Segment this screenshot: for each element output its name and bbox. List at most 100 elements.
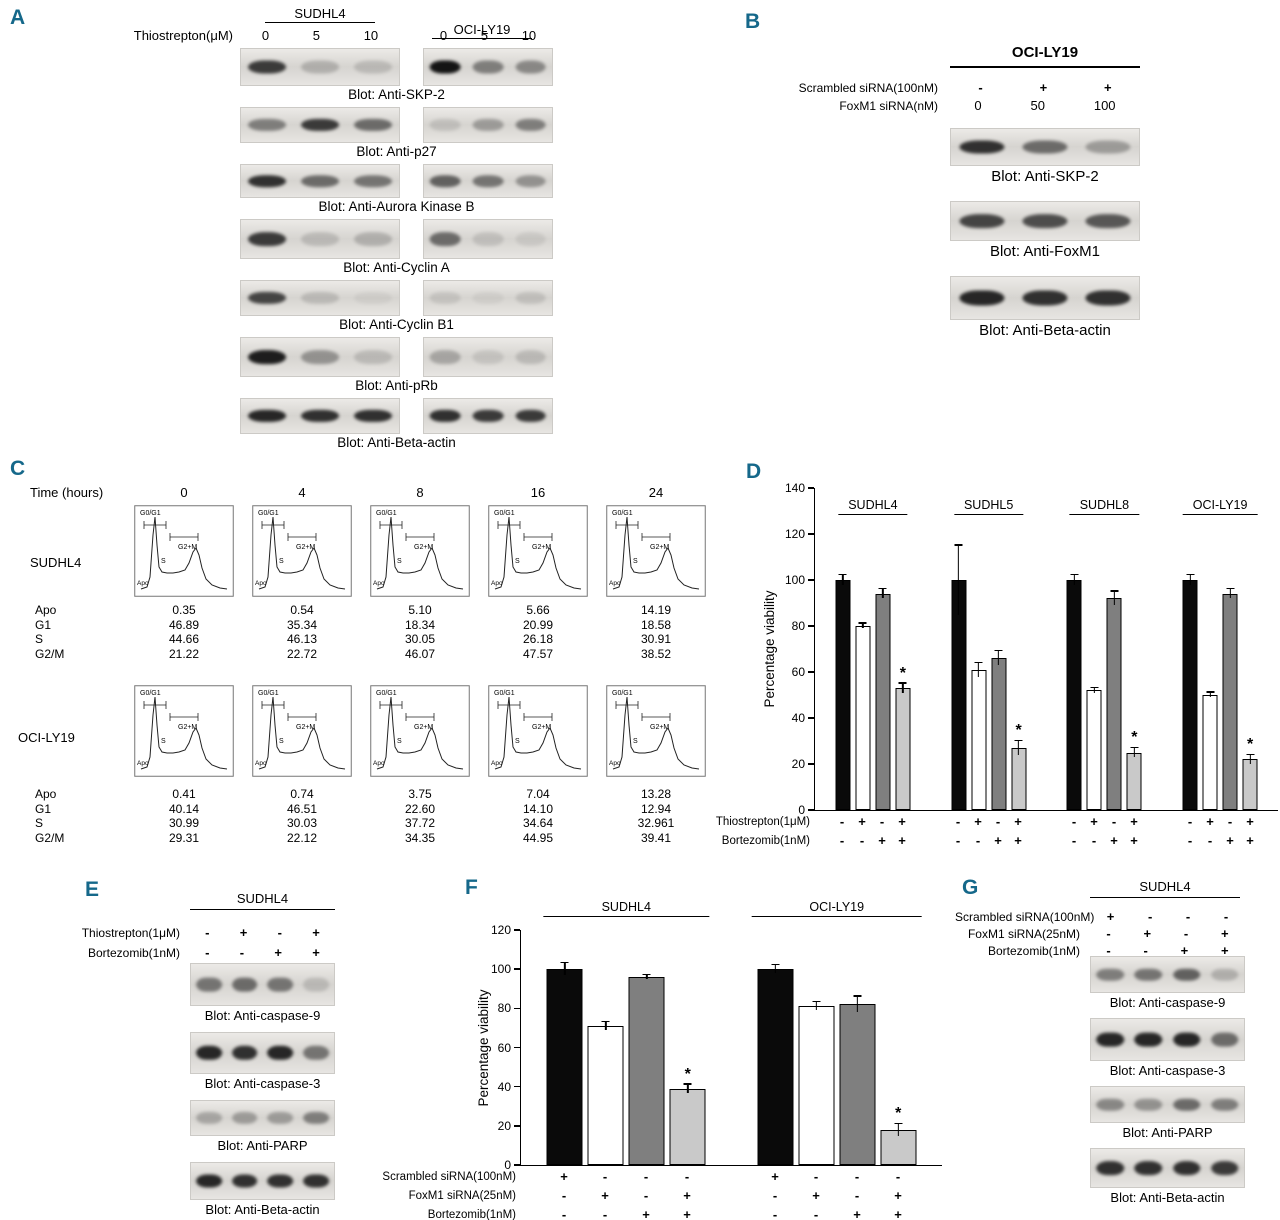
y-tick-label: 120 [784, 527, 805, 541]
treatment-sign: - [1147, 909, 1153, 924]
stats-value: 34.35 [404, 830, 436, 845]
protein-band [1172, 1032, 1201, 1047]
blot-caption: Blot: Anti-Beta-actin [205, 1202, 320, 1217]
stats-value: 35.34 [286, 617, 318, 632]
protein-band [1022, 290, 1068, 306]
blot-rows: Blot: Anti-SKP-2 Blot: Anti-FoxM1 Blot: An… [950, 128, 1140, 355]
blot-strip [950, 201, 1140, 241]
treatment-sign-group: - - + + [930, 833, 1046, 848]
y-axis-title: Percentage viability [476, 988, 491, 1107]
blot-row: Blot: Anti-Cyclin A [240, 219, 553, 275]
treatment-sign: - [772, 1207, 778, 1220]
protein-band [196, 1045, 222, 1061]
blot-caption: Blot: Anti-Cyclin A [343, 260, 450, 275]
stats-value: 44.95 [522, 830, 554, 845]
cell-cycle-stats-sudhl4: Apo 0.35 0.54 5.10 5.66 14.19 G1 46.89 35.34 18.3… [5, 603, 735, 661]
flow-histogram: G0/G1 G2+M S Apo [252, 685, 352, 777]
bar [875, 593, 891, 810]
protein-band [301, 350, 339, 364]
error-bar [856, 996, 858, 1013]
protein-band [959, 290, 1005, 306]
protein-band [231, 977, 258, 992]
protein-band [1022, 140, 1068, 154]
treatment-row: Bortezomib(1nM) - - + + [955, 943, 1245, 958]
stats-row-label: S [35, 816, 44, 830]
bar [1066, 580, 1082, 810]
flow-histogram-plot: G0/G1 G2+M S Apo [134, 505, 234, 597]
treatment-sign: - [277, 925, 282, 940]
flow-histogram-plot: G0/G1 G2+M S Apo [370, 505, 470, 597]
protein-band [1134, 1098, 1163, 1111]
blot-strip-ocily19 [423, 48, 553, 86]
significance-asterisk: * [1015, 722, 1022, 739]
stats-value: 30.03 [286, 816, 318, 830]
group-header: SUDHL4 [543, 900, 709, 917]
treatment-row-label: Scrambled siRNA(100nM) [380, 1168, 520, 1185]
protein-band [1134, 968, 1163, 981]
treatment-row-label: FoxM1 siRNA(nM) [839, 98, 938, 113]
bar [1011, 747, 1027, 810]
blot-caption: Blot: Anti-Aurora Kinase B [318, 199, 475, 214]
error-bar-cap [1130, 746, 1139, 748]
bar [835, 580, 851, 810]
treatment-sign-group: - - + + [731, 1207, 942, 1220]
stats-row: G1 46.89 35.34 18.34 20.99 18.58 [5, 618, 735, 633]
treatment-row-values: - + - + [190, 925, 335, 940]
treatment-sign: - [859, 833, 865, 848]
error-bar [842, 575, 844, 585]
dose-value: 0 [439, 28, 448, 43]
treatment-sign: + [894, 1207, 902, 1220]
svg-text:G0/G1: G0/G1 [376, 510, 397, 517]
svg-text:G0/G1: G0/G1 [612, 510, 633, 517]
protein-band [1172, 1098, 1201, 1111]
stats-value: 30.99 [168, 816, 200, 830]
stats-value: 0.54 [290, 603, 314, 617]
treatment-sign: - [955, 833, 961, 848]
protein-band [1172, 968, 1201, 981]
stats-row-label: G2/M [35, 646, 65, 661]
protein-band [248, 232, 287, 246]
y-tick-label: 40 [791, 711, 805, 725]
stats-value: 39.41 [640, 830, 672, 845]
svg-text:G2+M: G2+M [532, 544, 551, 551]
blot-strip-ocily19 [423, 107, 553, 143]
panel-D-label: D [746, 460, 762, 483]
y-tick-mark [514, 1007, 520, 1010]
y-axis: Percentage viability 0 20 40 60 80 100 120 140 [742, 481, 814, 817]
y-tick-label: 120 [490, 923, 511, 937]
y-tick-mark [514, 968, 520, 970]
bars: * [951, 488, 1027, 810]
y-tick-mark [514, 1125, 520, 1127]
flow-histogram: G0/G1 G2+M S Apo [134, 685, 234, 777]
treatment-row-values: 0 50 100 [950, 98, 1140, 113]
significance-asterisk: * [895, 1104, 902, 1122]
blot-strip [190, 1100, 335, 1136]
flow-histogram: G0/G1 G2+M S Apo [606, 685, 706, 777]
blot-caption: Blot: Anti-Cyclin B1 [339, 317, 454, 332]
treatment-sign: + [994, 833, 1002, 848]
treatment-sign-group: + - - - [520, 1169, 731, 1184]
stats-value: 47.57 [522, 646, 554, 661]
y-tick-mark [514, 1046, 520, 1049]
error-bar [1133, 747, 1136, 758]
stats-value: 5.10 [408, 603, 432, 617]
y-tick-label: 60 [497, 1040, 511, 1055]
treatment-sign: - [1111, 814, 1117, 829]
blot-strip [950, 276, 1140, 320]
cell-line-label-sudhl4: SUDHL4 [30, 555, 82, 570]
svg-text:Apo: Apo [255, 760, 267, 767]
blot-strip-ocily19 [423, 164, 553, 198]
protein-band [196, 977, 222, 992]
treatment-sign: - [1187, 833, 1193, 848]
treatment-sign: + [1130, 814, 1138, 829]
bar [1202, 695, 1218, 810]
treatment-row-values: - + + [950, 80, 1140, 95]
treatment-row-label: Thiostrepton(1μM) [81, 925, 180, 940]
treatment-row-values: - + - + - + - + - + - + - + - + [814, 813, 1278, 830]
error-bar [815, 1002, 817, 1011]
treatment-sign-group: - - + + [520, 1207, 731, 1220]
panel-A: A Thiostrepton(μM) SUDHL4 OCI-LY19 0 5 10 … [8, 4, 653, 456]
treatment-sign: - [1071, 814, 1077, 829]
protein-band [231, 1174, 258, 1188]
blot-caption: Blot: Anti-Beta-actin [337, 435, 456, 450]
